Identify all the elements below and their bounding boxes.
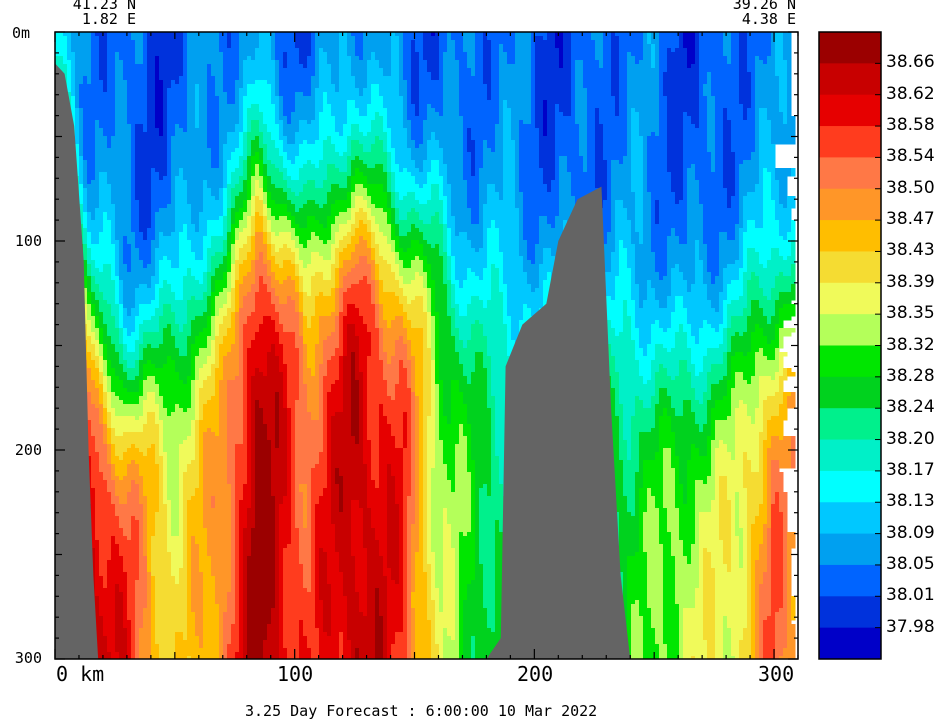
colorbar-level-label: 38.66 [886, 52, 935, 73]
colorbar-level-label: 38.32 [886, 334, 935, 355]
start-lat-label: 41.23 N [72, 0, 136, 13]
colorbar-level-label: 38.58 [886, 115, 935, 136]
y-tick-label-100: 100 [14, 232, 42, 250]
colorbar-level-label: 38.01 [886, 585, 935, 606]
colorbar-level-label: 38.20 [886, 428, 935, 449]
colorbar [818, 31, 882, 660]
colorbar-swatch [819, 94, 881, 127]
colorbar-swatch [819, 188, 881, 221]
x-tick-label-0: 0 km [56, 662, 105, 686]
colorbar-swatch [819, 627, 881, 660]
colorbar-swatch [819, 502, 881, 535]
colorbar-level-label: 38.54 [886, 146, 935, 167]
y-tick-label-0: 0m [11, 24, 30, 42]
colorbar-level-label: 38.50 [886, 177, 935, 198]
y-tick-label-200: 200 [14, 441, 42, 459]
colorbar-level-label: 38.05 [886, 553, 935, 574]
colorbar-swatch [819, 470, 881, 503]
colorbar-swatch [819, 408, 881, 441]
colorbar-level-label: 38.47 [886, 209, 935, 230]
forecast-caption: 3.25 Day Forecast : 6:00:00 10 Mar 2022 [245, 702, 598, 720]
colorbar-swatch [819, 345, 881, 378]
colorbar-swatch [819, 533, 881, 566]
colorbar-swatch [819, 220, 881, 252]
colorbar-level-label: 38.62 [886, 83, 935, 104]
colorbar-swatch [819, 126, 881, 158]
x-tick-label-300: 300 [758, 662, 795, 686]
colorbar-level-label: 38.17 [886, 459, 935, 480]
colorbar-swatch [819, 439, 881, 472]
colorbar-swatch [819, 282, 881, 315]
colorbar-level-label: 38.09 [886, 522, 935, 543]
colorbar-swatch [819, 314, 881, 346]
colorbar-level-label: 38.13 [886, 491, 935, 512]
colorbar-level-label: 38.28 [886, 365, 935, 386]
colorbar-level-label: 38.39 [886, 271, 935, 292]
end-lon-label: 4.38 E [741, 10, 796, 28]
colorbar-swatch [819, 63, 881, 96]
axis-ticks [54, 31, 799, 660]
colorbar-swatch [819, 564, 881, 597]
colorbar-swatch [819, 376, 881, 409]
salinity-field [55, 32, 796, 659]
x-tick-label-100: 100 [277, 662, 314, 686]
colorbar-level-label: 38.35 [886, 303, 935, 324]
x-tick-label-200: 200 [517, 662, 554, 686]
colorbar-swatch [819, 251, 881, 284]
colorbar-level-label: 38.43 [886, 240, 935, 261]
colorbar-swatch [819, 596, 881, 629]
y-tick-label-300: 300 [14, 649, 42, 667]
colorbar-swatch [819, 32, 881, 64]
bathymetry-landmass [55, 32, 631, 659]
start-lon-label: 1.82 E [81, 10, 136, 28]
colorbar-level-label: 37.98 [886, 616, 935, 637]
colorbar-level-label: 38.24 [886, 397, 935, 418]
colorbar-swatch [819, 157, 881, 190]
end-lat-label: 39.26 N [732, 0, 796, 13]
